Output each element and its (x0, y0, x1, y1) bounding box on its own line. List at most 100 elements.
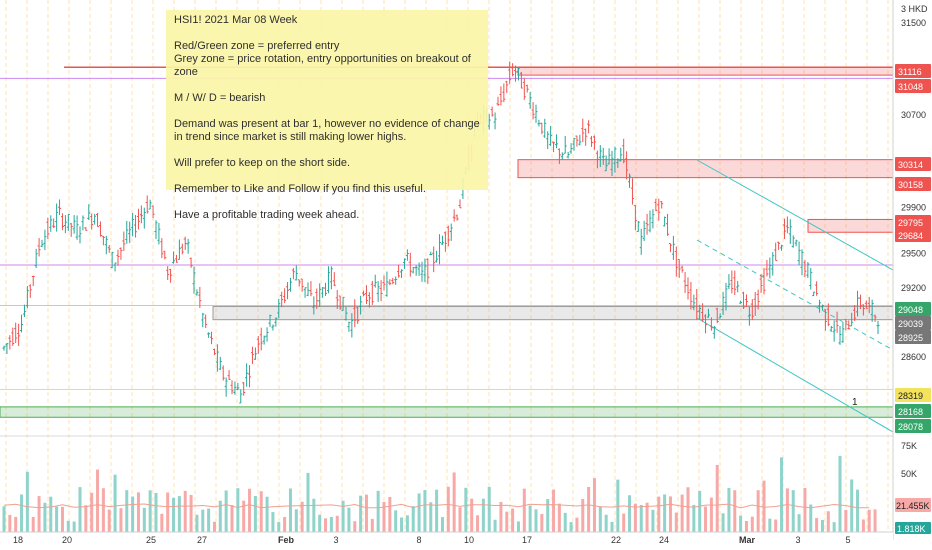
price-tag[interactable] (895, 404, 931, 418)
price-tick-label: 29200 (901, 283, 926, 293)
volume-last-tag[interactable] (895, 522, 931, 534)
volume-bar (598, 506, 602, 532)
price-tag[interactable] (895, 330, 931, 344)
note-line-grey-zone: Grey zone = price rotation, entry opport… (174, 53, 474, 78)
volume-bar (2, 506, 6, 532)
red-zone[interactable] (517, 66, 894, 76)
volume-bar (592, 478, 596, 532)
volume-bar (195, 514, 199, 532)
price-tag-label: 30314 (898, 160, 923, 170)
channel-mid-line[interactable] (696, 239, 894, 351)
price-tag[interactable] (895, 79, 931, 93)
price-tag[interactable] (895, 419, 931, 433)
volume-bar (581, 498, 585, 532)
volume-bar (259, 491, 263, 532)
volume-bar (183, 490, 187, 532)
volume-bar (324, 518, 328, 532)
volume-bar (101, 488, 105, 532)
price-tick-label: 29500 (901, 248, 926, 258)
price-tag[interactable] (895, 215, 931, 229)
volume-bar (306, 472, 310, 532)
volume-bar (119, 508, 123, 532)
volume-bar (680, 494, 684, 532)
price-tag-label: 28078 (898, 422, 923, 432)
price-tag[interactable] (895, 228, 931, 242)
time-tick-label: 5 (845, 535, 850, 545)
volume-bar (277, 522, 281, 532)
volume-bar (481, 498, 485, 532)
volume-bar (335, 515, 339, 532)
volume-bar (142, 507, 146, 532)
volume-bar (458, 507, 462, 532)
time-tick-label: 22 (611, 535, 621, 545)
volume-bar (288, 488, 292, 532)
volume-bar (405, 515, 409, 532)
volume-bar (867, 509, 871, 532)
volume-bar (563, 512, 567, 532)
volume-bar (698, 491, 702, 532)
price-tag[interactable] (895, 302, 931, 316)
volume-bar (832, 522, 836, 532)
volume-tick-label: 50K (901, 469, 917, 479)
volume-bar (329, 517, 333, 532)
volume-bar (785, 488, 789, 532)
volume-bar (294, 509, 298, 532)
price-tag[interactable] (895, 177, 931, 191)
volume-bar (715, 464, 719, 532)
price-tag[interactable] (895, 157, 931, 171)
analysis-note[interactable]: HSI1! 2021 Mar 08 Week Red/Green zone = … (166, 10, 488, 221)
volume-bar (49, 496, 53, 532)
volume-bar (516, 521, 520, 532)
channel-upper-line[interactable] (696, 159, 894, 271)
grey-zone[interactable] (212, 306, 894, 321)
volume-bar (160, 513, 164, 532)
price-tag[interactable] (895, 388, 931, 402)
volume-bar (177, 496, 181, 532)
volume-bar (318, 514, 322, 532)
volume-bar (557, 503, 561, 532)
time-tick-label: 25 (146, 535, 156, 545)
volume-bar (575, 517, 579, 532)
volume-bar (739, 515, 743, 532)
volume-bar (657, 496, 661, 532)
volume-bar (668, 496, 672, 532)
volume-tick-label: 75K (901, 441, 917, 451)
price-tag-label: 31048 (898, 82, 923, 92)
volume-bar (31, 516, 35, 532)
volume-bar (364, 494, 368, 532)
volume-bar (522, 488, 526, 532)
volume-bar (8, 514, 12, 532)
price-tick-label: 31500 (901, 18, 926, 28)
volume-bar (534, 509, 538, 532)
price-tag-label: 28168 (898, 407, 923, 417)
volume-bar (166, 492, 170, 532)
time-axis-panel (0, 532, 893, 550)
volume-bar (709, 497, 713, 532)
price-tag-label: 29684 (898, 231, 923, 241)
volume-bar (236, 488, 240, 532)
price-tag[interactable] (895, 64, 931, 78)
red-zone[interactable] (807, 218, 894, 233)
volume-bar (651, 509, 655, 532)
volume-bar (861, 519, 865, 532)
green-zone[interactable] (0, 406, 894, 418)
volume-bar (797, 514, 801, 532)
volume-bar (464, 487, 468, 532)
volume-bar (207, 508, 211, 532)
price-tag[interactable] (895, 316, 931, 330)
volume-bar (546, 499, 550, 532)
volume-bar (622, 513, 626, 532)
time-tick-label: 3 (795, 535, 800, 545)
volume-bar (312, 498, 316, 532)
volume-bar (423, 490, 427, 532)
note-line-entry-zone: Red/Green zone = preferred entry (174, 40, 340, 52)
channel-lower-line[interactable] (696, 317, 894, 433)
red-zone[interactable] (517, 159, 894, 179)
volume-bar (435, 489, 439, 532)
volume-bar (265, 496, 269, 532)
volume-bar (487, 486, 491, 532)
volume-tag[interactable] (895, 498, 931, 512)
volume-bar (78, 487, 82, 532)
